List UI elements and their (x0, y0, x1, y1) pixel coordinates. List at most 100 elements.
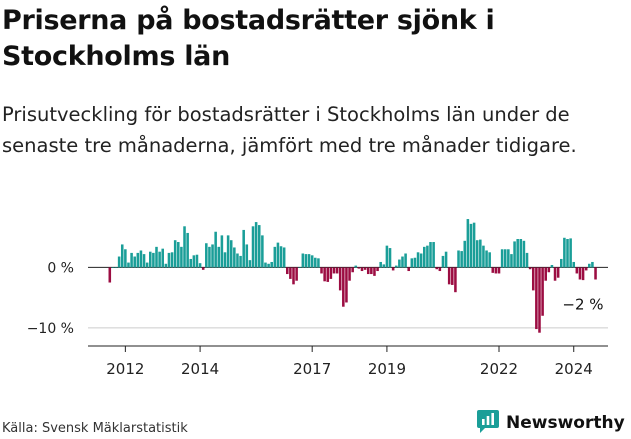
bar (282, 247, 286, 268)
bar (391, 267, 395, 271)
bar (177, 242, 180, 268)
bar (488, 252, 491, 268)
bar (149, 251, 152, 268)
bar (469, 223, 473, 268)
bar (401, 256, 404, 268)
bar (525, 252, 529, 268)
bar (500, 249, 504, 268)
bar (245, 244, 249, 268)
bar (304, 254, 308, 268)
bar (348, 267, 351, 281)
source-note: Källa: Svensk Mäklarstatistik (2, 421, 188, 436)
y-tick-label: 0 % (47, 260, 74, 276)
bar (591, 261, 594, 268)
bar (220, 235, 224, 268)
bar (323, 267, 326, 282)
bar (117, 256, 121, 268)
bar (248, 260, 252, 268)
bar (435, 267, 439, 270)
bar (413, 257, 417, 268)
bar (584, 267, 588, 271)
brand-logo[interactable]: Newsworthy (476, 409, 625, 437)
bar (201, 267, 205, 270)
bar (236, 253, 239, 268)
bar (460, 251, 463, 268)
bar (261, 235, 264, 268)
bar (180, 246, 183, 268)
bar (301, 253, 305, 268)
bar (155, 246, 158, 268)
bar (569, 238, 572, 268)
bar (528, 267, 532, 270)
bar (332, 267, 336, 274)
bar (441, 255, 445, 268)
bar (298, 267, 301, 269)
bar (279, 246, 283, 268)
bar (572, 261, 576, 268)
bar (444, 251, 448, 268)
bar (329, 267, 333, 279)
bar (566, 239, 569, 268)
bar (398, 259, 401, 268)
bar (254, 222, 258, 268)
bar (145, 262, 149, 268)
bar (410, 258, 414, 268)
bar (108, 267, 112, 283)
bar (519, 239, 523, 268)
bar (454, 267, 457, 293)
bar (485, 250, 488, 268)
bar (139, 250, 143, 268)
bar (214, 231, 217, 268)
bar (251, 226, 255, 268)
x-tick-label: 2017 (293, 360, 331, 378)
bar (167, 252, 171, 268)
bar (211, 244, 214, 268)
bar (111, 267, 115, 269)
bar (226, 235, 230, 268)
bar (560, 258, 563, 268)
bar (142, 254, 146, 268)
bar (416, 252, 420, 268)
bar (242, 229, 245, 268)
bar (239, 255, 242, 268)
bar (503, 249, 507, 268)
bar (581, 267, 585, 281)
bar (223, 252, 227, 268)
bar (310, 255, 314, 268)
bar (513, 241, 516, 268)
bar (588, 263, 591, 268)
bar (133, 256, 136, 268)
bar-layer (108, 219, 597, 333)
bar (556, 267, 560, 278)
x-tick-label: 2012 (106, 360, 144, 378)
bar (338, 267, 342, 291)
bar (578, 267, 582, 280)
bar (463, 240, 467, 268)
bar (497, 267, 501, 274)
bar (360, 267, 364, 272)
bar (407, 267, 410, 272)
bar (186, 232, 189, 268)
bar (423, 246, 426, 268)
bar (198, 263, 202, 268)
bar (419, 253, 423, 268)
bar (482, 245, 485, 268)
bar (594, 267, 597, 280)
bar (114, 267, 118, 269)
axis-layer: 0 % −10 % 2012 2014 2017 2019 2022 2024 −2 % (27, 260, 608, 378)
bar (233, 247, 236, 268)
bar (170, 252, 174, 268)
bar (292, 267, 295, 285)
bar (447, 267, 451, 285)
bar (229, 240, 233, 268)
bar (136, 252, 140, 268)
bar (345, 267, 348, 303)
bar (394, 265, 398, 268)
bar (354, 265, 358, 268)
bar (531, 267, 535, 291)
bar (189, 258, 193, 268)
bar (438, 267, 442, 272)
last-value-label: −2 % (562, 296, 603, 314)
bar (205, 243, 208, 268)
bar (276, 242, 280, 268)
